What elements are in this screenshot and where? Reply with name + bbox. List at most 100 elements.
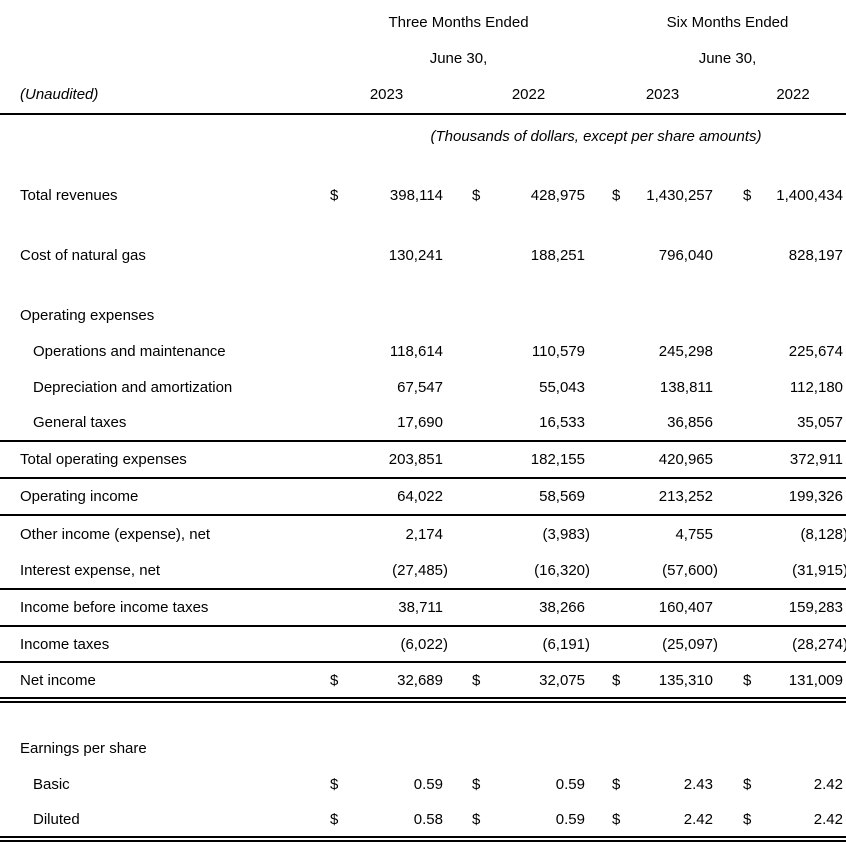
value-cell: 67,547 bbox=[397, 378, 443, 396]
unaudited-label: (Unaudited) bbox=[0, 76, 322, 115]
income-statement-table: Three Months Ended Six Months Ended June… bbox=[0, 4, 846, 842]
value-cell: 17,690 bbox=[397, 414, 443, 431]
currency-symbol: $ bbox=[472, 775, 481, 793]
period-header-three-months: Three Months Ended bbox=[388, 13, 529, 31]
value-cell: (27,485) bbox=[392, 561, 448, 579]
value-cell: (31,915) bbox=[792, 561, 846, 579]
value-cell: (3,983) bbox=[542, 525, 590, 543]
value-cell: 16,533 bbox=[539, 414, 585, 431]
value-cell: 2.42 bbox=[813, 810, 843, 828]
currency-symbol: $ bbox=[472, 186, 481, 204]
spacer-row bbox=[0, 700, 846, 730]
row-label: Income taxes bbox=[0, 626, 322, 663]
value-cell: 110,579 bbox=[531, 342, 585, 360]
value-cell: 112,180 bbox=[789, 378, 843, 396]
year-header-row: (Unaudited) 2023 2022 2023 2022 bbox=[0, 76, 846, 115]
table-row-interest-expense-net: Interest expense, net (27,485) (16,320) … bbox=[0, 552, 846, 590]
table-row-eps-basic: Basic $0.59 $0.59 $2.43 $2.42 bbox=[0, 766, 846, 802]
currency-symbol: $ bbox=[743, 671, 752, 689]
row-label: Depreciation and amortization bbox=[33, 378, 233, 396]
value-cell: 38,711 bbox=[398, 599, 443, 616]
value-cell: (28,274) bbox=[792, 635, 846, 653]
value-cell: 118,614 bbox=[389, 342, 443, 360]
row-label: Other income (expense), net bbox=[20, 525, 211, 543]
row-label: Total operating expenses bbox=[0, 441, 322, 479]
value-cell: 188,251 bbox=[530, 246, 585, 264]
section-label: Earnings per share bbox=[20, 739, 147, 757]
table-row-total-operating-expenses: Total operating expenses 203,851 182,155… bbox=[0, 441, 846, 479]
value-cell: 159,283 bbox=[788, 599, 843, 616]
currency-symbol: $ bbox=[612, 671, 621, 689]
value-cell: 225,674 bbox=[788, 342, 843, 360]
value-cell: 138,811 bbox=[659, 378, 713, 396]
currency-symbol: $ bbox=[330, 671, 339, 689]
value-cell: (6,022) bbox=[400, 635, 448, 653]
value-cell: 1,400,434 bbox=[776, 186, 843, 204]
value-cell: 245,298 bbox=[658, 342, 713, 360]
table-row-other-income-expense-net: Other income (expense), net 2,174 (3,983… bbox=[0, 515, 846, 552]
empty-cell bbox=[0, 4, 322, 40]
value-cell: 2.42 bbox=[813, 775, 843, 793]
row-label: Operations and maintenance bbox=[33, 342, 226, 360]
value-cell: 203,851 bbox=[388, 451, 443, 468]
period-header-row: Three Months Ended Six Months Ended bbox=[0, 4, 846, 40]
value-cell: 2.43 bbox=[683, 775, 713, 793]
currency-symbol: $ bbox=[612, 775, 621, 793]
row-label: Cost of natural gas bbox=[20, 246, 146, 264]
value-cell: 36,856 bbox=[667, 414, 713, 431]
value-cell: 398,114 bbox=[389, 186, 443, 204]
row-label: Total revenues bbox=[20, 186, 118, 204]
table-row-cost-of-natural-gas: Cost of natural gas 130,241 188,251 796,… bbox=[0, 237, 846, 273]
row-label: Income before income taxes bbox=[0, 589, 322, 627]
date-header-three-months: June 30, bbox=[429, 49, 488, 67]
value-cell: (57,600) bbox=[662, 561, 718, 579]
value-cell: (25,097) bbox=[662, 635, 718, 653]
currency-symbol: $ bbox=[330, 810, 339, 828]
year-header-2023-six: 2023 bbox=[585, 76, 713, 115]
value-cell: 428,975 bbox=[530, 186, 585, 204]
value-cell: 32,689 bbox=[397, 671, 443, 689]
value-cell: 0.58 bbox=[413, 810, 443, 828]
value-cell: 131,009 bbox=[788, 671, 843, 689]
value-cell: 160,407 bbox=[658, 599, 713, 616]
table-row-income-before-income-taxes: Income before income taxes 38,711 38,266… bbox=[0, 589, 846, 627]
currency-symbol: $ bbox=[612, 186, 621, 204]
value-cell: 372,911 bbox=[789, 451, 843, 468]
spacer-row bbox=[0, 273, 846, 297]
value-cell: (16,320) bbox=[534, 561, 590, 579]
empty-cell bbox=[0, 40, 322, 76]
table-row-total-revenues: Total revenues $398,114 $428,975 $1,430,… bbox=[0, 177, 846, 213]
value-cell: 64,022 bbox=[397, 488, 443, 505]
currency-symbol: $ bbox=[330, 186, 339, 204]
row-label: Diluted bbox=[0, 802, 322, 842]
value-cell: 0.59 bbox=[555, 775, 585, 793]
table-row-general-taxes: General taxes 17,690 16,533 36,856 35,05… bbox=[0, 405, 846, 442]
table-row-depreciation-and-amortization: Depreciation and amortization 67,547 55,… bbox=[0, 369, 846, 405]
units-note-row: (Thousands of dollars, except per share … bbox=[0, 114, 846, 158]
value-cell: 55,043 bbox=[539, 378, 585, 396]
table-row-earnings-per-share-header: Earnings per share bbox=[0, 730, 846, 766]
table-row-income-taxes: Income taxes (6,022) (6,191) (25,097) (2… bbox=[0, 626, 846, 663]
row-label: Net income bbox=[0, 662, 322, 703]
table-row-operations-and-maintenance: Operations and maintenance 118,614 110,5… bbox=[0, 333, 846, 369]
currency-symbol: $ bbox=[330, 775, 339, 793]
value-cell: (8,128) bbox=[800, 525, 846, 543]
currency-symbol: $ bbox=[743, 775, 752, 793]
row-label: General taxes bbox=[0, 405, 322, 442]
value-cell: 2.42 bbox=[683, 810, 713, 828]
value-cell: 182,155 bbox=[530, 451, 585, 468]
units-note: (Thousands of dollars, except per share … bbox=[430, 128, 762, 145]
row-label: Basic bbox=[33, 775, 70, 793]
value-cell: 130,241 bbox=[388, 246, 443, 264]
spacer-row bbox=[0, 158, 846, 177]
value-cell: (6,191) bbox=[542, 635, 590, 653]
value-cell: 2,174 bbox=[405, 525, 443, 543]
row-label: Interest expense, net bbox=[0, 552, 322, 590]
value-cell: 828,197 bbox=[788, 246, 843, 264]
year-header-2022-three: 2022 bbox=[445, 76, 585, 115]
value-cell: 0.59 bbox=[413, 775, 443, 793]
value-cell: 58,569 bbox=[539, 488, 585, 505]
empty-cell bbox=[0, 114, 322, 158]
date-header-six-months: June 30, bbox=[698, 49, 757, 67]
currency-symbol: $ bbox=[743, 186, 752, 204]
